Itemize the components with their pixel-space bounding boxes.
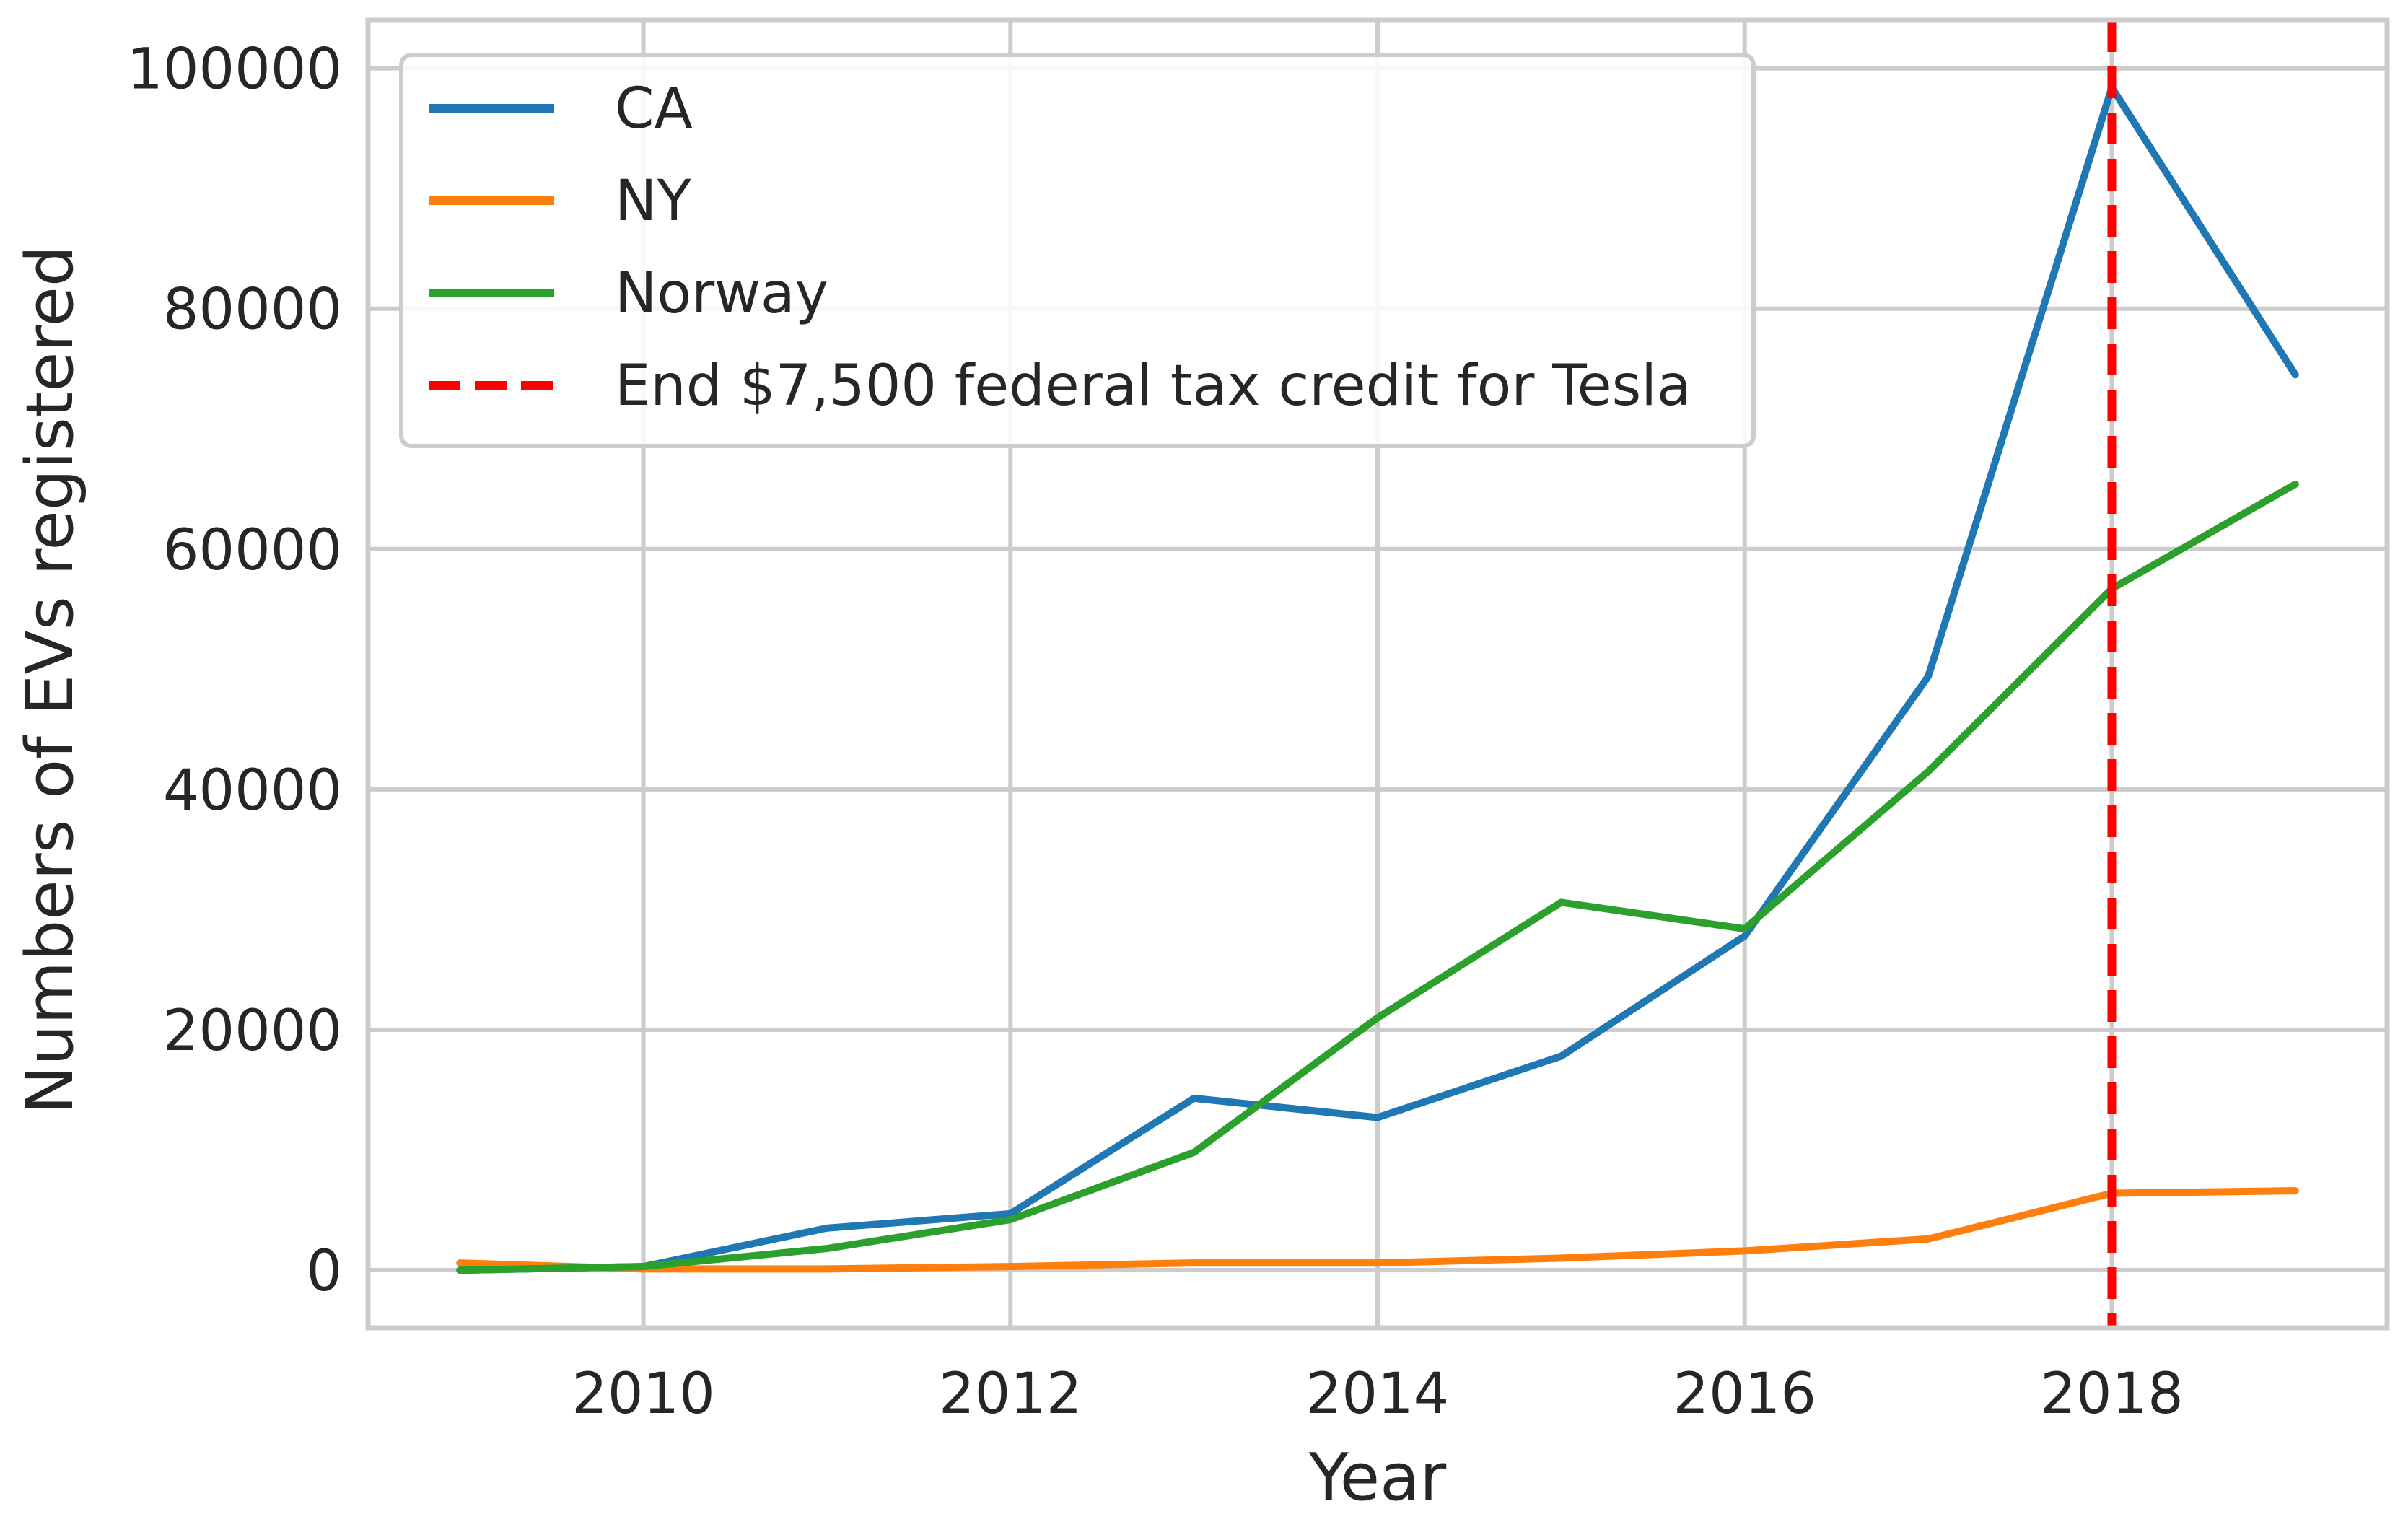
x-axis-ticks: 2010 2012 2014 2016 2018 — [572, 1362, 2183, 1427]
series-line-ca — [456, 84, 2299, 1274]
x-tick-label: 2018 — [2040, 1362, 2184, 1427]
legend: CA NY Norway End $7,500 federal tax credit … — [399, 53, 1756, 448]
y-tick-label: 100000 — [127, 38, 342, 102]
x-tick-label: 2016 — [1673, 1362, 1816, 1427]
x-tick-label: 2014 — [1306, 1362, 1450, 1427]
y-tick-label: 40000 — [163, 758, 342, 823]
y-axis-ticks: 0 20000 40000 60000 80000 100000 — [127, 38, 342, 1304]
legend-box — [399, 53, 1756, 448]
series-lines — [456, 84, 2299, 1274]
x-axis-title: Year — [1308, 1440, 1447, 1515]
x-tick-label: 2012 — [939, 1362, 1082, 1427]
x-tick-label: 2010 — [572, 1362, 715, 1427]
legend-label: Norway — [615, 261, 828, 326]
plot-frame — [365, 17, 2390, 1331]
series-line-norway — [456, 480, 2299, 1274]
y-tick-label: 80000 — [163, 278, 342, 343]
series-line-ny — [456, 1187, 2299, 1273]
y-tick-label: 0 — [306, 1239, 342, 1304]
legend-label: CA — [615, 76, 693, 141]
y-tick-label: 20000 — [163, 999, 342, 1064]
y-axis-title: Numbers of EVs registered — [12, 245, 88, 1114]
legend-label: End $7,500 federal tax credit for Tesla — [615, 354, 1691, 419]
y-tick-label: 60000 — [163, 518, 342, 583]
legend-label: NY — [615, 169, 691, 234]
